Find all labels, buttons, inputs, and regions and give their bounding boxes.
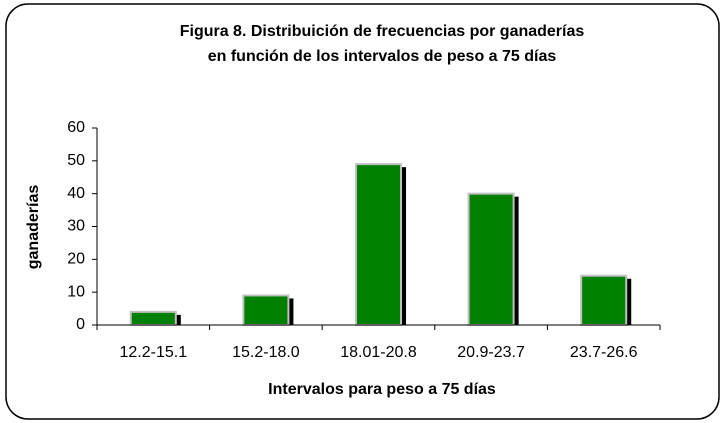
x-axis-title: Intervalos para peso a 75 días [268,381,496,398]
chart-title: Figura 8. Distribuición de frecuencias p… [180,23,585,40]
y-tick-label: 30 [67,218,85,235]
y-tick-label: 0 [76,316,85,333]
x-tick-label: 12.2-15.1 [119,344,187,361]
y-tick-label: 10 [67,283,85,300]
y-tick-label: 60 [67,119,85,136]
y-tick-label: 20 [67,251,85,268]
chart-title: en función de los intervalos de peso a 7… [208,48,557,65]
bar [129,310,177,327]
x-tick-label: 18.01-20.8 [340,344,417,361]
y-tick-label: 50 [67,152,85,169]
bar [467,192,515,326]
bar [580,274,628,326]
bar [242,294,290,327]
y-tick-label: 40 [67,185,85,202]
x-tick-label: 15.2-18.0 [232,344,300,361]
x-tick-label: 20.9-23.7 [457,344,525,361]
x-tick-label: 23.7-26.6 [570,344,638,361]
y-axis-title: ganaderías [25,185,42,270]
bar [354,163,403,326]
